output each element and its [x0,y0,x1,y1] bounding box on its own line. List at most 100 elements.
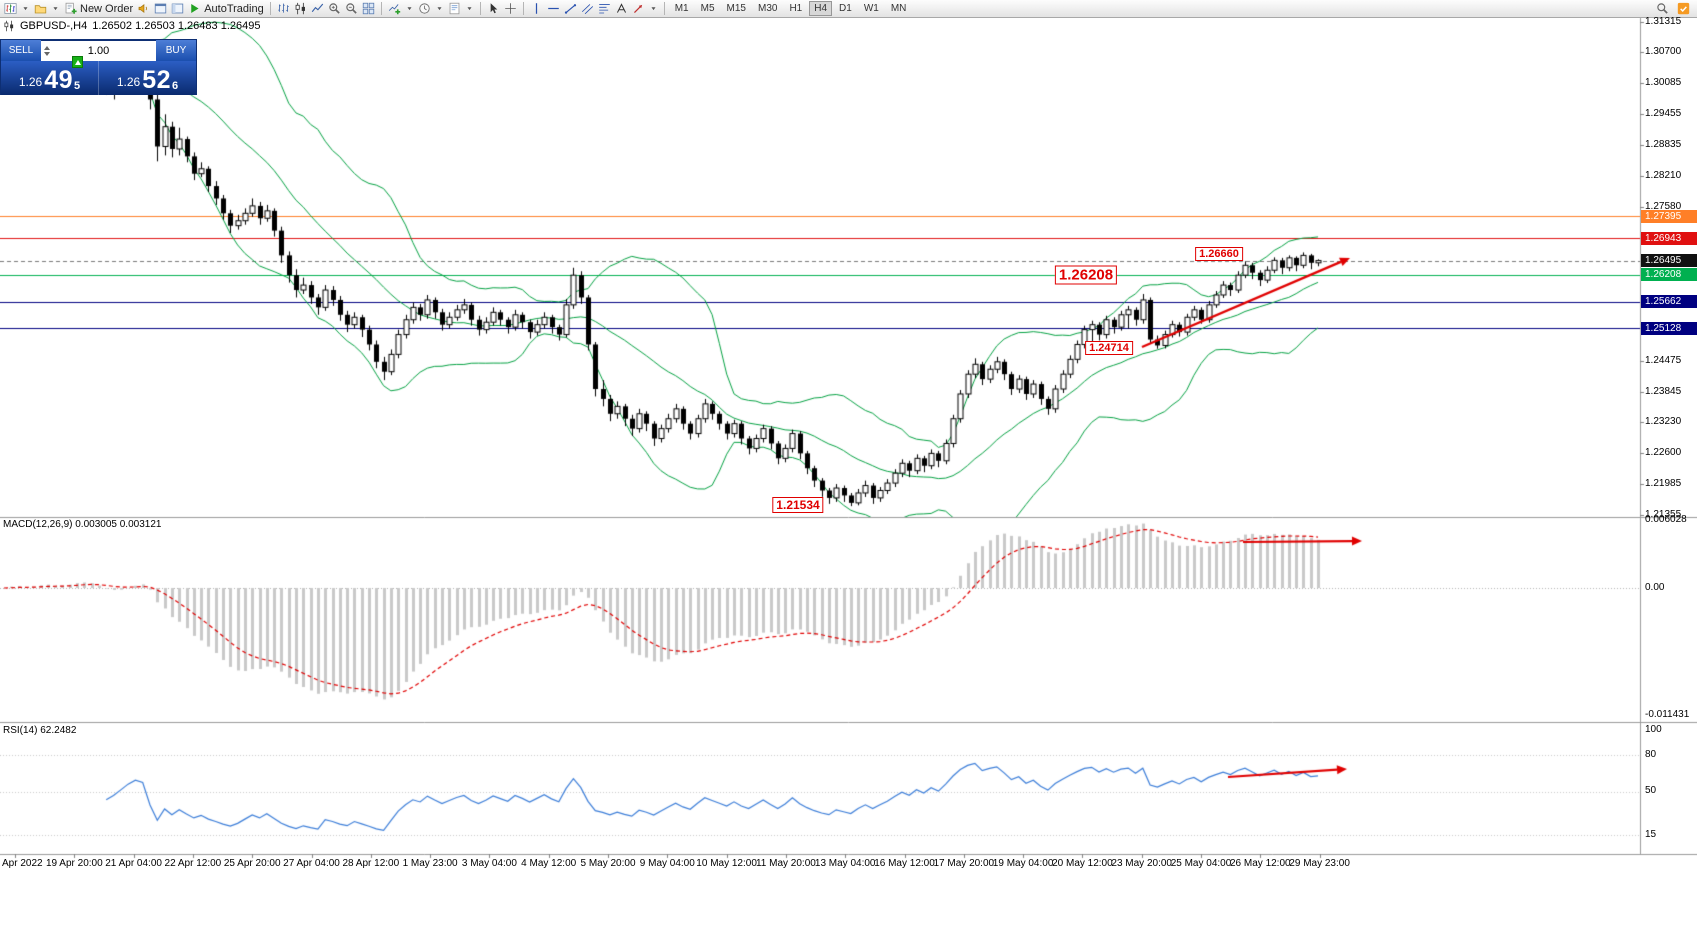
tile-windows-icon [362,2,375,15]
tick-direction-indicator [72,56,83,68]
timeframe-M30[interactable]: M30 [757,3,778,14]
market-watch-icon [154,2,167,15]
toolbar-separator [479,2,481,15]
templates-button[interactable] [446,1,463,17]
autotrading-button[interactable]: AutoTrading [186,1,266,17]
tile-windows-button[interactable] [360,1,377,17]
price-axis-label: 1.28210 [1645,169,1682,181]
profiles-button[interactable] [32,1,49,17]
new-chart-menu-button[interactable] [19,1,32,17]
ask-prefix: 1.26 [116,75,141,89]
ask-pip: 6 [172,80,179,92]
timeframe-M15[interactable]: M15 [726,3,746,14]
timeframe-H1[interactable]: H1 [789,3,803,14]
volume-down-icon[interactable] [44,52,50,56]
new-chart-icon [4,2,17,15]
bid-price[interactable]: 1.26 49 5 [1,61,99,95]
new-chart-menu-icon [19,2,32,15]
line-chart-mode-button[interactable] [309,1,326,17]
vertical-line-button[interactable] [528,1,545,17]
timeframe-D1[interactable]: D1 [839,3,852,14]
timeframe-MN[interactable]: MN [890,3,907,14]
timeframe-M1[interactable]: M1 [674,3,689,14]
templates-menu-icon [463,2,476,15]
zoom-in-icon [328,2,341,15]
rsi-axis-label: 100 [1645,724,1662,735]
axis-price-tag: 1.27395 [1641,209,1697,223]
new-order-icon [64,2,77,15]
timeframe-H4[interactable]: H4 [809,1,833,16]
time-axis-label: Apr 2022 [2,858,43,869]
time-axis-label: 17 May 20:00 [933,858,995,869]
volume-field[interactable]: 1.00 [41,40,156,61]
new-chart-button[interactable] [2,1,19,17]
time-axis-label: 19 Apr 20:00 [45,858,103,869]
rsi-axis-label: 15 [1645,829,1657,840]
profiles-menu-button[interactable] [49,1,62,17]
time-axis-label: 10 May 12:00 [696,858,757,869]
fibonacci-retracement-button[interactable] [596,1,613,17]
trendline-button[interactable] [562,1,579,17]
zoom-out-button[interactable] [343,1,360,17]
toolbar-separator [663,2,665,15]
price-axis-label: 1.30085 [1645,76,1682,88]
market-watch-button[interactable] [152,1,169,17]
arrows-tool-icon [632,2,645,15]
price-annotation-label: 1.26660 [1195,247,1243,261]
price-axis-label: 1.31315 [1645,16,1682,27]
indicators-button[interactable] [386,1,403,17]
fibonacci-retracement-icon [598,2,611,15]
new-order-button[interactable]: New Order [62,1,135,17]
macd-axis-label: 0.00 [1645,582,1665,593]
indicators-menu-button[interactable] [403,1,416,17]
autotrading-label: AutoTrading [204,2,264,15]
alerts-button[interactable] [135,1,152,17]
periods-button[interactable] [416,1,433,17]
arrows-menu-button[interactable] [647,1,660,17]
symbol-name: GBPUSD-,H4 [20,20,88,32]
cursor-button[interactable] [485,1,502,17]
periods-menu-button[interactable] [433,1,446,17]
templates-menu-button[interactable] [463,1,476,17]
time-axis-label: 9 May 04:00 [639,858,695,869]
time-axis-label: 1 May 23:00 [402,858,458,869]
autotrading-icon [188,2,201,15]
sell-button[interactable]: SELL [0,39,42,62]
price-axis-label: 1.30700 [1645,46,1682,58]
community-badge-icon [1677,2,1690,15]
trendline-icon [564,2,577,15]
navigator-button[interactable] [169,1,186,17]
candle-chart-mode-button[interactable] [292,1,309,17]
horizontal-line-icon [547,2,560,15]
timeframe-M5[interactable]: M5 [700,3,715,14]
bar-chart-mode-icon [277,2,290,15]
community-badge-button[interactable] [1675,1,1692,17]
time-axis-label: 16 May 12:00 [874,858,935,869]
chart-canvas[interactable] [0,18,1697,943]
candle-chart-mode-icon [294,2,307,15]
arrows-tool-button[interactable] [630,1,647,17]
volume-up-icon[interactable] [44,46,50,50]
axis-price-tag: 1.25128 [1641,321,1697,335]
time-axis-label: 21 Apr 04:00 [105,858,162,869]
buy-button[interactable]: BUY [155,39,197,62]
ask-price[interactable]: 1.26 52 6 [99,61,196,95]
zoom-in-button[interactable] [326,1,343,17]
time-axis-label: 27 Apr 04:00 [283,858,340,869]
timeframe-W1[interactable]: W1 [863,3,879,14]
time-axis-label: 29 May 23:00 [1289,858,1350,869]
crosshair-button[interactable] [502,1,519,17]
axis-price-tag: 1.25662 [1641,295,1697,309]
chart-window: GBPUSD-,H4 1.26502 1.26503 1.26483 1.264… [0,16,1697,943]
ask-main: 52 [142,66,172,94]
navigator-icon [171,2,184,15]
volume-spinner[interactable] [41,41,53,61]
bar-chart-mode-button[interactable] [275,1,292,17]
horizontal-line-button[interactable] [545,1,562,17]
time-axis-label: 5 May 20:00 [580,858,636,869]
text-label-icon [615,2,628,15]
search-button[interactable] [1654,1,1671,17]
equidistant-channel-button[interactable] [579,1,596,17]
time-axis-label: 19 May 04:00 [992,858,1054,869]
text-label-button[interactable] [613,1,630,17]
